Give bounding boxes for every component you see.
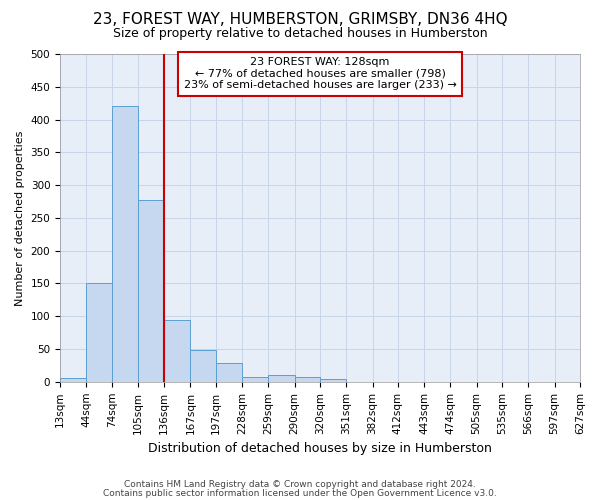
Text: Contains public sector information licensed under the Open Government Licence v3: Contains public sector information licen… — [103, 488, 497, 498]
Bar — [295, 376, 320, 382]
X-axis label: Distribution of detached houses by size in Humberston: Distribution of detached houses by size … — [148, 442, 492, 455]
Bar — [164, 320, 190, 382]
Text: Contains HM Land Registry data © Crown copyright and database right 2024.: Contains HM Land Registry data © Crown c… — [124, 480, 476, 489]
Bar — [138, 200, 164, 382]
Text: 23, FOREST WAY, HUMBERSTON, GRIMSBY, DN36 4HQ: 23, FOREST WAY, HUMBERSTON, GRIMSBY, DN3… — [92, 12, 508, 28]
Bar — [112, 106, 138, 382]
Bar — [216, 364, 242, 382]
Bar — [268, 376, 295, 382]
Text: 23 FOREST WAY: 128sqm
← 77% of detached houses are smaller (798)
23% of semi-det: 23 FOREST WAY: 128sqm ← 77% of detached … — [184, 58, 457, 90]
Bar — [242, 376, 268, 382]
Bar — [320, 378, 346, 382]
Bar — [86, 284, 112, 382]
Bar — [60, 378, 86, 382]
Bar — [190, 350, 216, 382]
Y-axis label: Number of detached properties: Number of detached properties — [15, 130, 25, 306]
Text: Size of property relative to detached houses in Humberston: Size of property relative to detached ho… — [113, 28, 487, 40]
